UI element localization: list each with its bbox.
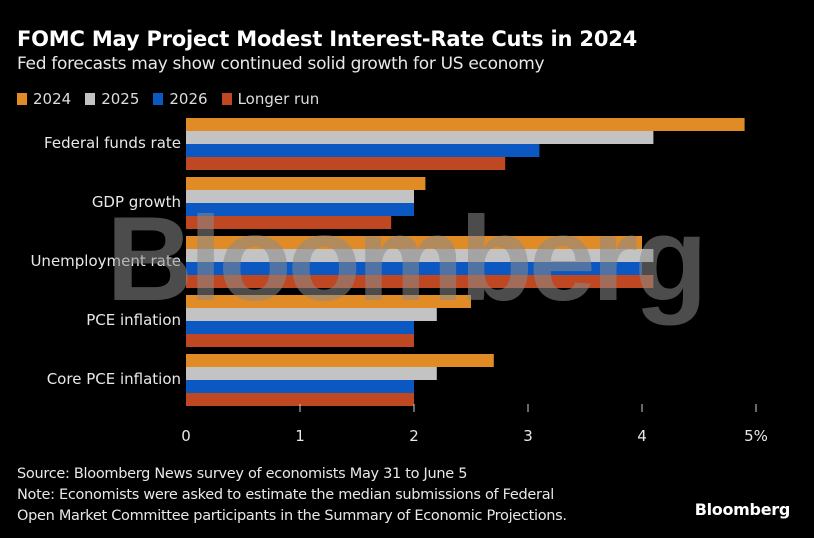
bar-pce-inflation-2025 [186, 308, 437, 321]
bar-federal-funds-rate-2025 [186, 131, 654, 144]
bloomberg-logo: Bloomberg [694, 500, 791, 519]
x-tick-label-5: 5% [744, 427, 768, 445]
legend-item-2026: 2026 [153, 90, 208, 108]
x-axis: 0 1 2 3 4 5% [181, 404, 768, 445]
legend-label-2026: 2026 [169, 90, 208, 108]
legend-item-2025: 2025 [85, 90, 139, 108]
category-label-gdp-growth: GDP growth [92, 193, 181, 211]
bar-gdp-growth-2025 [186, 190, 414, 203]
note-line-2: Open Market Committee participants in th… [17, 508, 567, 524]
bar-federal-funds-rate-2024 [186, 118, 745, 131]
bars-group [186, 118, 745, 406]
x-tick-label-3: 3 [523, 427, 533, 445]
legend-item-longer-run: Longer run [221, 90, 320, 108]
bar-core-pce-inflation-2024 [186, 354, 494, 367]
chart-subtitle: Fed forecasts may show continued solid g… [17, 54, 545, 74]
bar-federal-funds-rate-2026 [186, 144, 540, 157]
bar-gdp-growth-2026 [186, 203, 414, 216]
x-tick-label-4: 4 [637, 427, 647, 445]
note-line-1: Note: Economists were asked to estimate … [17, 487, 555, 503]
legend-swatch-2024 [17, 93, 27, 105]
bar-pce-inflation-2026 [186, 321, 414, 334]
bar-core-pce-inflation-2026 [186, 380, 414, 393]
bar-unemployment-rate-2026 [186, 262, 642, 275]
bar-unemployment-rate-longer-run [186, 275, 654, 288]
legend-swatch-2026 [153, 93, 164, 105]
bar-pce-inflation-longer-run [186, 334, 414, 347]
legend-label-longer-run: Longer run [237, 90, 320, 108]
category-label-core-pce-inflation: Core PCE inflation [47, 370, 181, 388]
chart-title: FOMC May Project Modest Interest-Rate Cu… [17, 27, 638, 51]
category-label-unemployment-rate: Unemployment rate [30, 252, 181, 270]
footer-notes: Source: Bloomberg News survey of economi… [17, 464, 567, 527]
bar-gdp-growth-2024 [186, 177, 426, 190]
legend-swatch-2025 [85, 93, 96, 105]
source-note: Source: Bloomberg News survey of economi… [17, 466, 468, 482]
bar-gdp-growth-longer-run [186, 216, 392, 229]
bar-unemployment-rate-2024 [186, 236, 642, 249]
legend-swatch-longer-run [221, 93, 232, 105]
x-tick-label-0: 0 [181, 427, 191, 445]
bar-core-pce-inflation-2025 [186, 367, 437, 380]
legend-label-2024: 2024 [33, 90, 72, 108]
watermark: Bloomberg [106, 192, 703, 326]
bar-pce-inflation-2024 [186, 295, 471, 308]
bar-unemployment-rate-2025 [186, 249, 654, 262]
bar-federal-funds-rate-longer-run [186, 157, 506, 170]
legend: 2024 2025 2026 Longer run [17, 90, 319, 108]
category-label-pce-inflation: PCE inflation [86, 311, 181, 329]
legend-label-2025: 2025 [101, 90, 140, 108]
category-labels: Federal funds rate GDP growth Unemployment… [30, 134, 181, 388]
x-tick-label-1: 1 [295, 427, 305, 445]
x-tick-label-2: 2 [409, 427, 419, 445]
legend-item-2024: 2024 [17, 90, 71, 108]
bar-core-pce-inflation-longer-run [186, 393, 414, 406]
category-label-federal-funds-rate: Federal funds rate [44, 134, 181, 152]
